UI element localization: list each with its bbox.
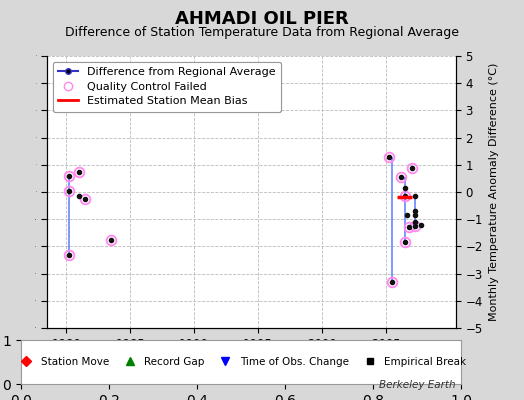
Y-axis label: Monthly Temperature Anomaly Difference (°C): Monthly Temperature Anomaly Difference (…	[488, 63, 498, 321]
Text: AHMADI OIL PIER: AHMADI OIL PIER	[175, 10, 349, 28]
Legend: Difference from Regional Average, Quality Control Failed, Estimated Station Mean: Difference from Regional Average, Qualit…	[53, 62, 281, 112]
Text: Berkeley Earth: Berkeley Earth	[379, 380, 456, 390]
Legend: Station Move, Record Gap, Time of Obs. Change, Empirical Break: Station Move, Record Gap, Time of Obs. C…	[13, 354, 470, 370]
Text: Difference of Station Temperature Data from Regional Average: Difference of Station Temperature Data f…	[65, 26, 459, 39]
